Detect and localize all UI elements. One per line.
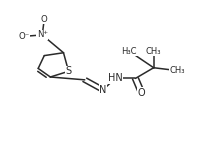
Text: S: S (65, 66, 72, 76)
Text: O⁻: O⁻ (18, 32, 30, 41)
Text: CH₃: CH₃ (169, 66, 185, 75)
Text: H₃C: H₃C (122, 47, 137, 56)
Text: N: N (99, 85, 107, 95)
Text: O: O (138, 88, 145, 98)
Text: HN: HN (108, 73, 123, 83)
Text: CH₃: CH₃ (146, 47, 161, 56)
Text: O: O (41, 15, 48, 24)
Text: N⁺: N⁺ (37, 30, 48, 39)
